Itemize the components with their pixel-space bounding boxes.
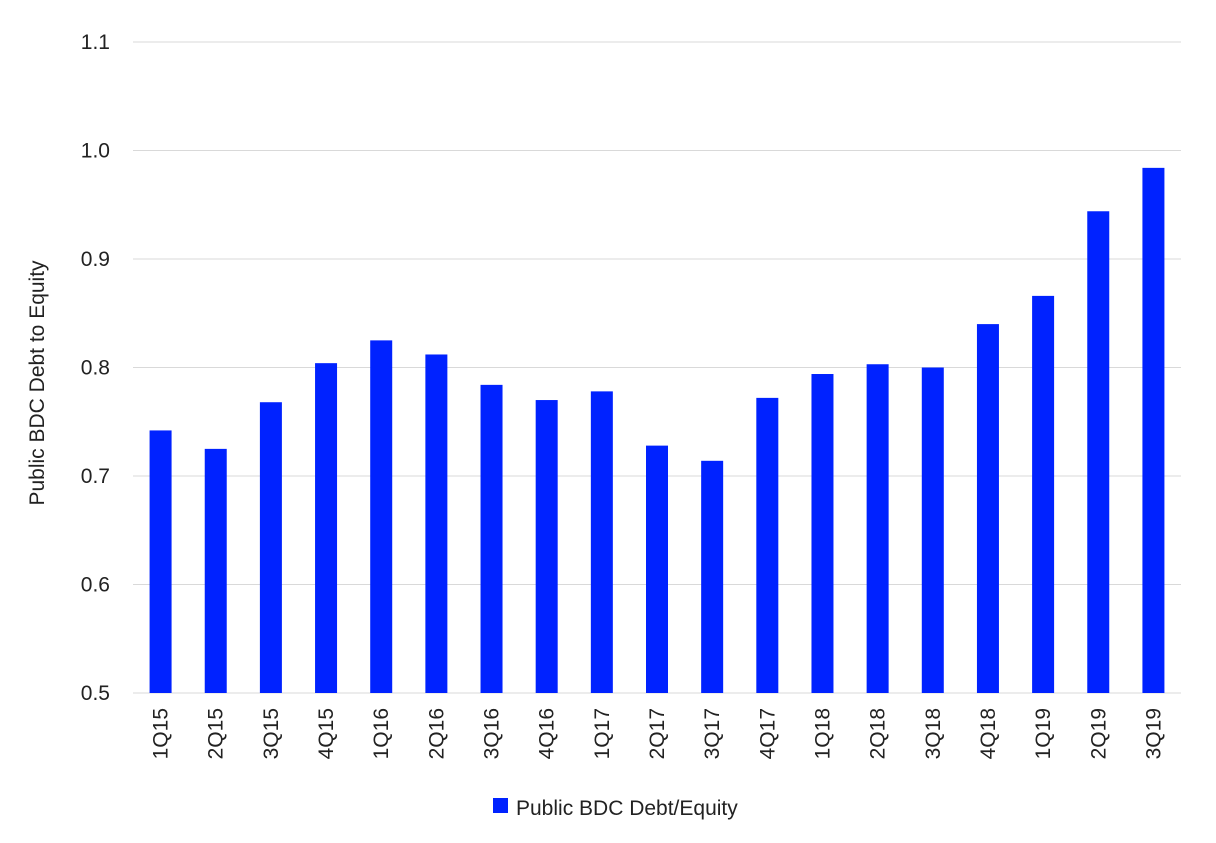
x-tick-label: 1Q19 — [1032, 708, 1055, 759]
y-tick-label: 0.6 — [81, 574, 110, 597]
x-tick-label: 2Q17 — [646, 708, 669, 759]
x-axis-tick-labels: 1Q15 2Q15 3Q15 4Q15 1Q16 2Q16 3Q16 4Q16 1Q17 2Q17… — [150, 708, 1166, 759]
bar-1Q16 — [370, 340, 393, 693]
bar-1Q15 — [149, 430, 172, 693]
bar-3Q15 — [259, 402, 282, 693]
bar-2Q18 — [866, 364, 889, 693]
bar-3Q19 — [1142, 167, 1165, 694]
bar-3Q16 — [480, 384, 503, 693]
x-tick-label: 2Q15 — [205, 708, 228, 759]
bar-4Q17 — [756, 397, 779, 693]
bar-2Q15 — [204, 448, 227, 693]
x-tick-label: 1Q17 — [591, 708, 614, 759]
x-tick-label: 4Q17 — [756, 708, 779, 759]
bar-series — [149, 167, 1165, 694]
y-tick-label: 0.8 — [81, 357, 110, 380]
y-tick-label: 0.7 — [81, 465, 110, 488]
y-tick-label: 1.0 — [81, 140, 110, 163]
legend-swatch — [493, 798, 508, 813]
bar-1Q17 — [590, 391, 613, 693]
x-tick-label: 3Q19 — [1142, 708, 1165, 759]
y-tick-label: 0.9 — [81, 248, 110, 271]
x-tick-label: 2Q18 — [867, 708, 890, 759]
bar-4Q18 — [976, 324, 999, 693]
x-tick-label: 4Q16 — [536, 708, 559, 759]
bar-1Q19 — [1032, 295, 1055, 693]
bar-3Q18 — [921, 367, 944, 693]
legend-label: Public BDC Debt/Equity — [516, 797, 738, 820]
bar-3Q17 — [701, 460, 724, 693]
bar-4Q15 — [315, 363, 338, 693]
x-tick-label: 1Q16 — [370, 708, 393, 759]
bar-2Q16 — [425, 354, 448, 693]
bar-2Q19 — [1087, 211, 1110, 693]
x-tick-label: 3Q18 — [922, 708, 945, 759]
x-tick-label: 3Q15 — [260, 708, 283, 759]
x-tick-label: 4Q15 — [315, 708, 338, 759]
x-tick-label: 1Q15 — [150, 708, 173, 759]
x-tick-label: 2Q16 — [425, 708, 448, 759]
y-axis-tick-labels: 0.5 0.6 0.7 0.8 0.9 1.0 1.1 — [81, 31, 110, 705]
y-tick-label: 0.5 — [81, 682, 110, 705]
bar-1Q18 — [811, 374, 834, 693]
y-tick-label: 1.1 — [81, 31, 110, 54]
x-tick-label: 3Q17 — [701, 708, 724, 759]
y-axis-title: Public BDC Debt to Equity — [26, 260, 49, 506]
bar-4Q16 — [535, 400, 558, 693]
x-tick-label: 3Q16 — [481, 708, 504, 759]
legend: Public BDC Debt/Equity — [493, 797, 738, 820]
x-tick-label: 2Q19 — [1087, 708, 1110, 759]
x-tick-label: 4Q18 — [977, 708, 1000, 759]
bar-2Q17 — [646, 445, 668, 693]
x-tick-label: 1Q18 — [811, 708, 834, 759]
